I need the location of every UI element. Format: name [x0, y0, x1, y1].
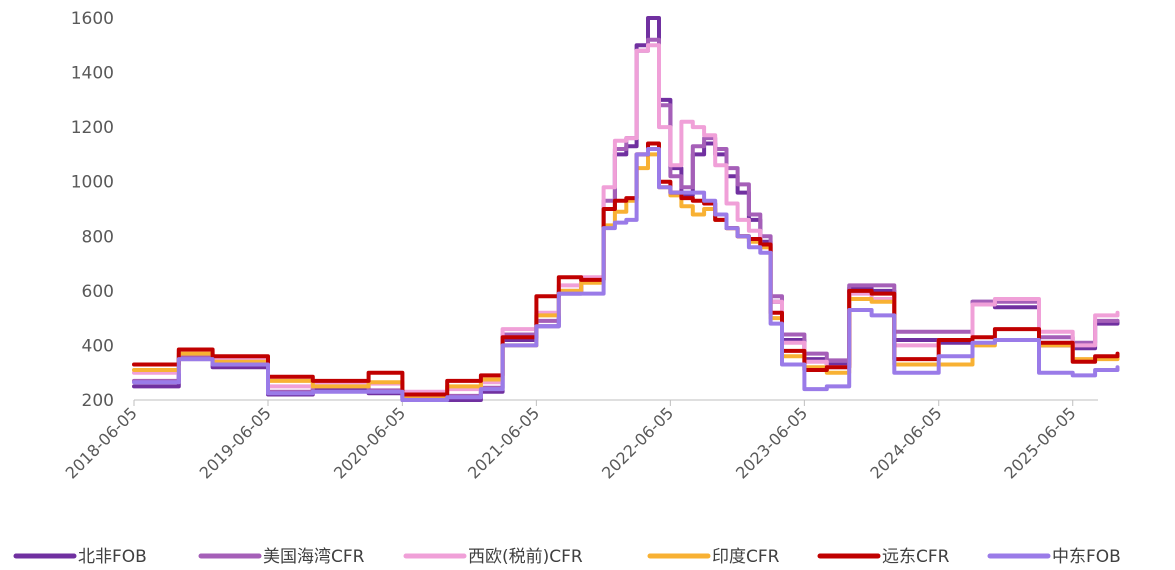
legend-label: 美国海湾CFR: [263, 547, 365, 567]
legend-label: 北非FOB: [78, 547, 147, 567]
legend-label: 印度CFR: [712, 547, 780, 567]
legend: 北非FOB 美国海湾CFR 西欧(税前)CFR 印度CFR 远东CFR 中东FOB: [13, 547, 1121, 567]
y-tick-label: 1400: [71, 64, 114, 84]
y-tick-label: 1200: [71, 118, 114, 138]
x-tick-label: 2023-06-05: [732, 403, 811, 482]
x-tick-label: 2024-06-05: [866, 403, 945, 482]
series-line-4: [132, 141, 1120, 397]
x-tick-label: 2021-06-05: [464, 403, 543, 482]
y-tick-label: 600: [82, 282, 114, 302]
y-tick-label: 400: [82, 336, 114, 356]
legend-label: 中东FOB: [1052, 547, 1121, 567]
y-tick-label: 1600: [71, 9, 114, 29]
series-line-3: [132, 152, 1120, 398]
x-axis: 2018-06-05 2019-06-05 2020-06-05 2021-06-05…: [62, 399, 1098, 483]
y-tick-label: 200: [82, 391, 114, 411]
x-tick-label: 2022-06-05: [598, 403, 677, 482]
x-tick-label: 2018-06-05: [62, 403, 141, 482]
x-tick-label: 2019-06-05: [196, 403, 275, 482]
legend-label: 西欧(税前)CFR: [468, 547, 583, 567]
legend-label: 远东CFR: [882, 547, 950, 567]
x-tick-label: 2025-06-05: [1000, 403, 1079, 482]
x-tick-label: 2020-06-05: [330, 403, 409, 482]
y-tick-label: 800: [82, 227, 114, 247]
y-axis: 200 400 600 800 1000 1200 1400 1600: [71, 9, 114, 411]
series-line-5: [132, 147, 1120, 402]
series-layer: [132, 16, 1120, 402]
y-tick-label: 1000: [71, 173, 114, 193]
